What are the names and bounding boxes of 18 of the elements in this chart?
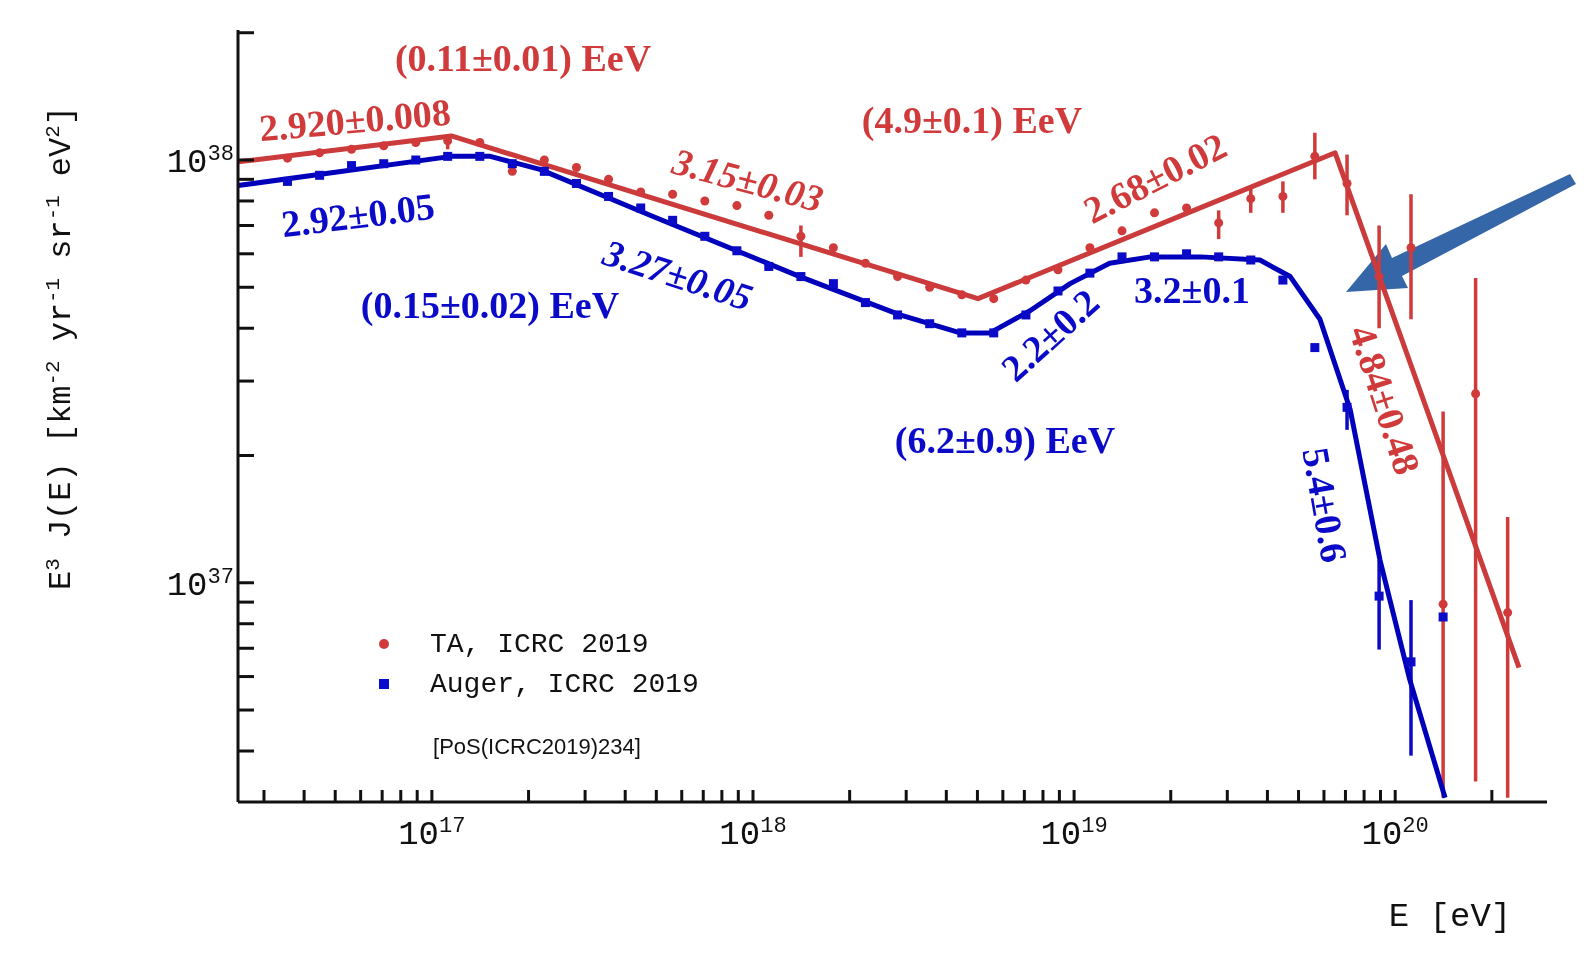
y-tick-label: 10$^{38}$ [166,141,234,182]
annotation: (6.2±0.9) EeV [894,419,1116,462]
x-tick-label: 10$^{17}$ [398,813,466,854]
x-tick-label: 10$^{18}$ [719,813,787,854]
legend-label: TA, ICRC 2019 [430,628,649,660]
x-tick-label: 10$^{19}$ [1040,813,1108,854]
annotation: 2.920±0.008 [257,90,453,150]
annotation: 5.4±0.6 [1294,444,1356,566]
x-tick-label: 10$^{20}$ [1361,813,1429,854]
x-axis-title: E [eV] [1388,898,1512,936]
annotation: 3.2±0.1 [1134,269,1250,311]
legend-label: Auger, ICRC 2019 [430,668,699,700]
annotation: [PoS(ICRC2019)234] [433,733,641,759]
annotation: 3.15±0.03 [667,139,828,221]
annotation: 2.92±0.05 [279,184,437,246]
y-tick-label: 10$^{37}$ [166,564,234,605]
annotation: (0.11±0.01) EeV [394,37,652,80]
annotation: (4.9±0.1) EeV [861,99,1083,142]
